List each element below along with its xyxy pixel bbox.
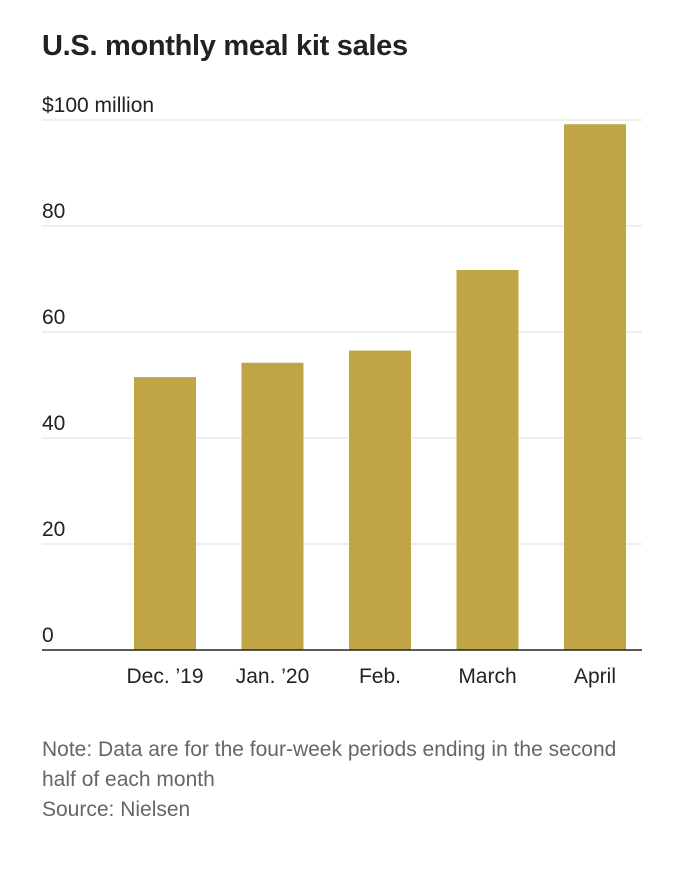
bar-chart: 0 20 40 60 80 $100 million Dec. ’19 Jan. ’20 Fe… bbox=[42, 94, 642, 688]
gridlines bbox=[42, 119, 642, 545]
chart-notes: Note: Data are for the four-week periods… bbox=[42, 735, 642, 825]
bars bbox=[134, 124, 626, 651]
x-category-label: March bbox=[458, 665, 516, 688]
note-text: Note: Data are for the four-week periods… bbox=[42, 738, 617, 791]
bar bbox=[349, 350, 411, 650]
y-tick-label: 0 bbox=[42, 624, 54, 647]
x-axis-category-labels: Dec. ’19 Jan. ’20 Feb. March April bbox=[126, 665, 616, 688]
chart-title: U.S. monthly meal kit sales bbox=[42, 30, 408, 62]
x-category-label: Feb. bbox=[359, 665, 401, 688]
x-category-label: April bbox=[574, 665, 616, 688]
y-tick-label: 60 bbox=[42, 306, 65, 329]
bar bbox=[134, 377, 196, 650]
y-axis-tick-labels: 0 20 40 60 80 $100 million bbox=[42, 94, 154, 647]
y-tick-label: 20 bbox=[42, 518, 65, 541]
x-category-label: Dec. ’19 bbox=[126, 665, 203, 688]
bar bbox=[564, 124, 626, 651]
bar bbox=[456, 269, 519, 650]
y-tick-label: 80 bbox=[42, 200, 65, 223]
x-category-label: Jan. ’20 bbox=[236, 665, 310, 688]
y-tick-label: 40 bbox=[42, 412, 65, 435]
bar bbox=[241, 362, 304, 650]
y-tick-label: $100 million bbox=[42, 94, 154, 117]
source-text: Source: Nielsen bbox=[42, 798, 191, 821]
